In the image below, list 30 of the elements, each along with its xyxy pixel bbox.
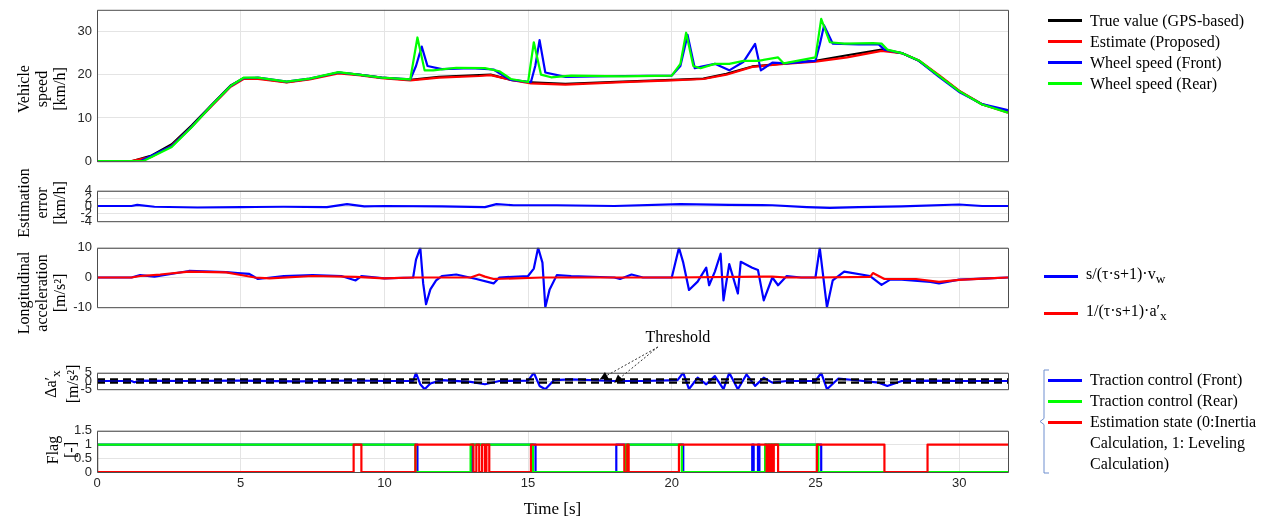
y-tick-label: 20 — [77, 66, 92, 82]
legend-label: Estimate (Proposed) — [1090, 32, 1221, 52]
y-tick-label: 0 — [84, 269, 92, 285]
legend-label: s/(τ·s+1)·v$_{w}$ — [1086, 264, 1166, 289]
x-tick-label: 15 — [520, 475, 536, 491]
y-axis-title: Estimation error [km/h] — [15, 167, 69, 240]
x-axis-title: Time [s] — [523, 499, 582, 519]
x-tick-label: 20 — [664, 475, 679, 491]
y-axis-title: Longitudinal acceleration [m/s²] — [15, 250, 69, 337]
annotation: Threshold — [641, 328, 715, 346]
y-tick-label: 10 — [77, 109, 92, 125]
y-tick-label: 10 — [77, 239, 92, 255]
legend-label: Estimation state (0:Inertia Calculation, 1: Leveling Calculation) — [1090, 412, 1258, 474]
x-tick-label: 10 — [377, 475, 392, 491]
y-tick-label: 1 — [84, 436, 92, 452]
y-tick-label: 0 — [84, 463, 92, 479]
y-tick-label: -10 — [73, 298, 92, 314]
legend-label: Wheel speed (Rear) — [1090, 74, 1218, 94]
legend-label: Traction control (Front) — [1090, 370, 1243, 390]
x-tick-label: 5 — [237, 475, 245, 491]
y-tick-label: 0 — [84, 152, 92, 168]
y-tick-label: 1.5 — [73, 422, 92, 438]
legend-label: Wheel speed (Front) — [1090, 53, 1222, 73]
legend-label: Traction control (Rear) — [1090, 391, 1238, 411]
x-tick-label: 25 — [808, 475, 823, 491]
legend-label: 1/(τ·s+1)·a′$_{x}$ — [1086, 301, 1167, 326]
y-axis-title: Vehicle speed [km/h] — [15, 63, 69, 115]
y-tick-label: 30 — [77, 23, 92, 39]
legend-label: True value (GPS-based) — [1090, 11, 1245, 31]
x-tick-label: 30 — [951, 475, 967, 491]
